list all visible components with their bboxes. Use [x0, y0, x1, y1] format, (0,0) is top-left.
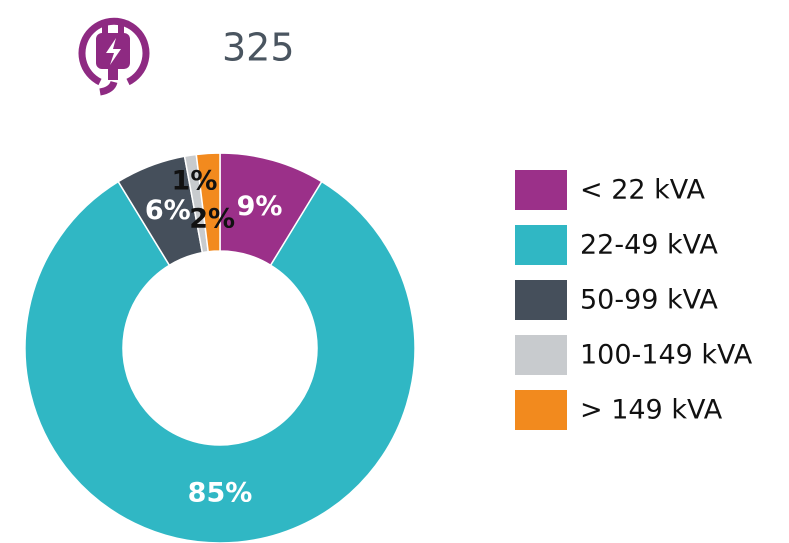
legend-swatch: [515, 390, 567, 430]
donut-slice: [195, 152, 221, 253]
legend-label: < 22 kVA: [580, 175, 706, 206]
data-label: 1%: [172, 165, 218, 196]
legend-swatch: [515, 280, 567, 320]
data-label: 85%: [188, 478, 253, 509]
legend-label: 100-149 kVA: [580, 340, 753, 371]
legend-swatch: [515, 170, 567, 210]
total-value: 325: [222, 26, 295, 70]
donut-slice: [24, 180, 416, 543]
legend-swatch: [515, 225, 567, 265]
plug-icon: [78, 17, 150, 96]
legend-label: 50-99 kVA: [580, 285, 718, 316]
data-label: 6%: [145, 195, 191, 226]
legend-swatch: [515, 335, 567, 375]
data-label: 2%: [189, 204, 235, 235]
data-label: 9%: [237, 191, 283, 222]
legend-label: > 149 kVA: [580, 395, 723, 426]
legend-label: 22-49 kVA: [580, 230, 718, 261]
